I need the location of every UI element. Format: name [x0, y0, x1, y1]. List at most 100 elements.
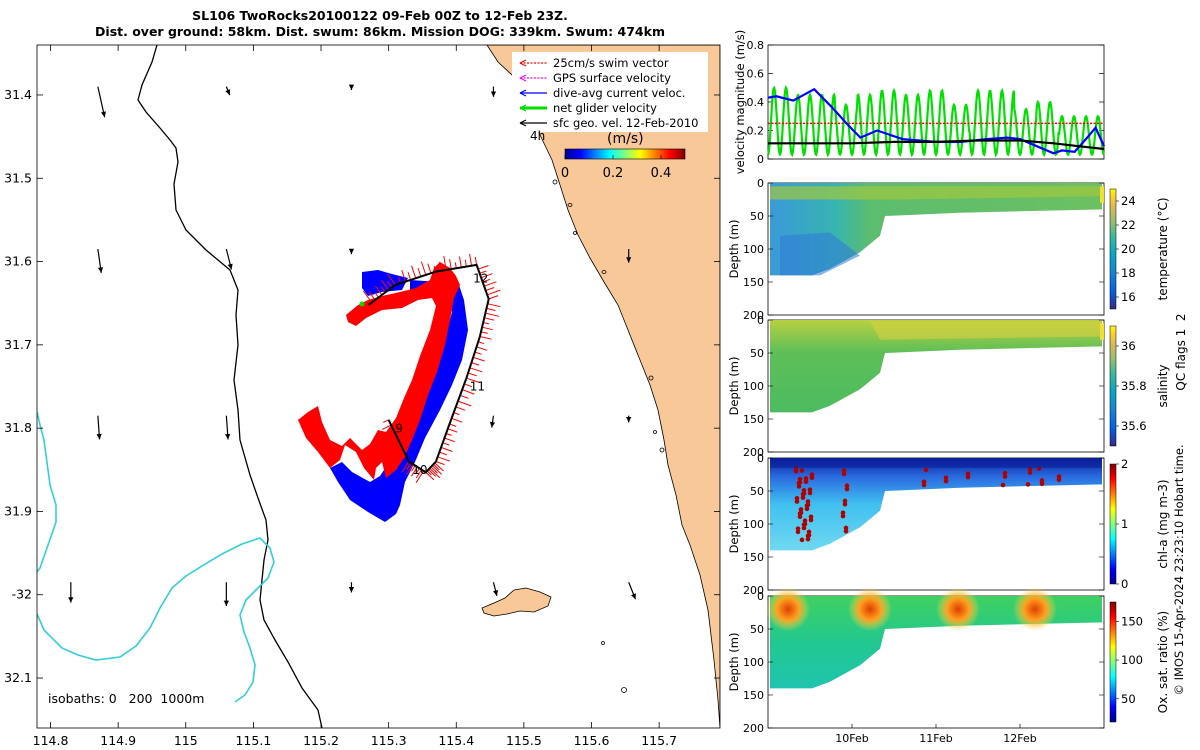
chl-sample-dot: [798, 507, 804, 512]
velocity-y-axis: 0 0.2 0.4 0.6 0.8: [747, 39, 1104, 166]
net-glider-velocity-line: [766, 85, 1105, 158]
depth-tick-label: 50: [750, 210, 764, 223]
depth-tick-label: 50: [750, 623, 764, 636]
chl-sample-dot: [1039, 478, 1045, 483]
chl-sample-dot: [797, 476, 803, 482]
colorbar-tick-label: 0: [1121, 577, 1128, 591]
section-colorbar: [1109, 325, 1117, 447]
swim-vector-spikes: [362, 253, 501, 483]
chl-sample-dot: [841, 468, 847, 473]
legend-label: 25cm/s swim vector: [553, 56, 669, 70]
chl-sample-dot: [795, 529, 801, 535]
legend-arrowhead: [519, 89, 527, 97]
chl-sample-dot: [1027, 470, 1033, 475]
section-colorbar: [1109, 463, 1117, 585]
colorbar-ticks: 0 0.2 0.4: [561, 155, 671, 181]
depth-tick-label: 200: [743, 446, 764, 459]
map-y-tick-label: 31.6: [4, 254, 32, 269]
isobath-200m: [137, 45, 323, 728]
oxygen-high-patch: [1013, 587, 1057, 632]
legend-arrowhead: [519, 59, 527, 67]
section-panel: 35.6 35.8 36 salinity 0 50 100 150 200 Depth (m): [727, 314, 1170, 459]
isobath-1000m: [37, 411, 275, 703]
chl-sample-dot: [798, 510, 804, 516]
colorbar-tick-label: 36: [1121, 339, 1136, 353]
chl-sample-dot: [801, 488, 807, 493]
chl-sample-dot: [840, 510, 846, 516]
section-panel: 50 100 150 Ox. sat. ratio (%) 0 50 100 150 200 De…: [727, 587, 1170, 735]
chl-sample-dot: [1027, 466, 1033, 472]
colorbar-tick-label: 2: [1121, 457, 1128, 471]
depth-tick-label: 100: [743, 380, 764, 393]
current-vector-head: [100, 111, 107, 118]
chl-sample-dot: [1002, 470, 1008, 476]
current-vector-head: [490, 91, 497, 97]
legend-label: GPS surface velocity: [553, 71, 671, 85]
map-frame: [36, 44, 721, 729]
map-x-tick-label: 114.9: [100, 733, 136, 748]
chl-sample-dot: [842, 498, 848, 504]
colorbar-tick-label: 0.4: [651, 166, 672, 181]
map-y-tick-label: 31.5: [4, 170, 32, 185]
chl-sample-dot: [1056, 477, 1062, 483]
current-vector-head: [97, 267, 104, 273]
map-x-tick-label: 115.3: [371, 733, 407, 748]
chl-sample-dot: [943, 478, 949, 484]
depth-tick-label: 150: [743, 276, 764, 289]
legend-arrowhead: [519, 104, 527, 112]
section-panel: 0 1 2 chl-a (mg m-3) 0 50 100 150 200 Depth (m): [727, 452, 1170, 597]
colorbar-gradient: [564, 148, 686, 160]
depth-tick-label: 200: [743, 584, 764, 597]
velocity-y-tick-label: 0.4: [747, 96, 765, 109]
cold-bottom-layer: [780, 232, 860, 276]
colorbar-label: chl-a (mg m-3): [1156, 479, 1170, 568]
depth-tick-label: 100: [743, 518, 764, 531]
depth-tick-label: 0: [757, 314, 764, 327]
chl-sample-dot: [802, 518, 808, 523]
chl-sample-dot: [923, 467, 929, 473]
map-x-tick-label: 115.4: [438, 733, 474, 748]
chl-sample-dot: [793, 468, 799, 474]
section-data-area: [770, 458, 1102, 551]
colorbar-tick-label: 22: [1121, 218, 1136, 232]
colorbar-tick-label: 150: [1121, 614, 1143, 628]
speed-colorbar: (m/s) 0 0.2 0.4: [561, 131, 686, 181]
map-x-tick-label: 115.6: [574, 733, 610, 748]
depth-tick-label: 200: [743, 309, 764, 322]
legend-box: [512, 52, 708, 132]
island: [481, 587, 552, 617]
chl-sample-dot: [1039, 481, 1045, 487]
chl-sample-dot: [805, 536, 811, 542]
map-x-tick-label: 115.5: [506, 733, 542, 748]
colorbar-tick-label: 50: [1121, 692, 1136, 706]
oxygen-high-patch: [848, 587, 892, 632]
map-x-tick-label: 115.2: [303, 733, 339, 748]
velocity-y-tick-label: 0.6: [747, 68, 765, 81]
swim-spike-path: [362, 253, 501, 483]
chl-sample-dot: [1025, 482, 1031, 487]
colorbar-tick-label: 24: [1121, 194, 1136, 208]
surface-low-chl: [770, 458, 1102, 468]
velocity-panel: 0 0.2 0.4 0.6 0.8 velocity magnitude (m/s): [733, 30, 1106, 175]
chl-sample-dot: [842, 501, 848, 507]
oxygen-high-patch: [766, 587, 810, 632]
depth-axis-label: Depth (m): [727, 495, 741, 554]
chart-subtitle: Dist. over ground: 58km. Dist. swum: 86k…: [95, 24, 665, 39]
current-vector-head: [223, 600, 229, 607]
velocity-ylabel: velocity magnitude (m/s): [733, 30, 747, 175]
legend-label: sfc geo. vel. 12-Feb-2010: [553, 116, 699, 130]
colorbar-tick-label: 0: [561, 166, 569, 181]
chl-sample-dot: [803, 476, 809, 481]
map-y-tick-label: 31.4: [4, 87, 32, 102]
legend-arrowhead: [519, 74, 527, 82]
velocity-lines: [766, 85, 1106, 158]
day-label: 9: [395, 421, 403, 435]
current-vector-head: [96, 433, 102, 440]
time-axis: 10Feb 11Feb 12Feb: [835, 724, 1037, 745]
chl-sample-dot: [808, 514, 814, 520]
depth-tick-label: 150: [743, 689, 764, 702]
chl-sample-dot: [802, 521, 808, 527]
